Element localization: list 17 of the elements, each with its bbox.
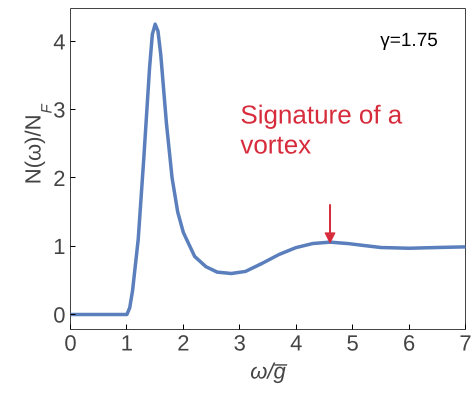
x-tick-label: 2	[177, 330, 190, 356]
x-tick-label: 4	[290, 330, 302, 356]
x-tick-label: 7	[459, 330, 472, 356]
x-axis-title: ω/g̅	[250, 358, 288, 384]
y-tick-label: 2	[53, 166, 66, 191]
annotation: γ=1.75	[380, 30, 438, 52]
y-tick-label: 3	[53, 98, 66, 123]
y-tick-label: 1	[53, 234, 66, 260]
y-tick-label: 4	[53, 29, 66, 54]
annotation: Signature of a vortex	[240, 99, 403, 160]
x-tick-label: 1	[120, 330, 134, 356]
y-tick-label: 0	[53, 302, 66, 328]
x-tick-label: 5	[346, 330, 359, 356]
line-series	[70, 22, 466, 316]
x-tick-label: 3	[234, 330, 246, 356]
x-tick-label: 6	[402, 330, 416, 356]
y-axis-title: N(ω)/NF	[20, 104, 56, 184]
